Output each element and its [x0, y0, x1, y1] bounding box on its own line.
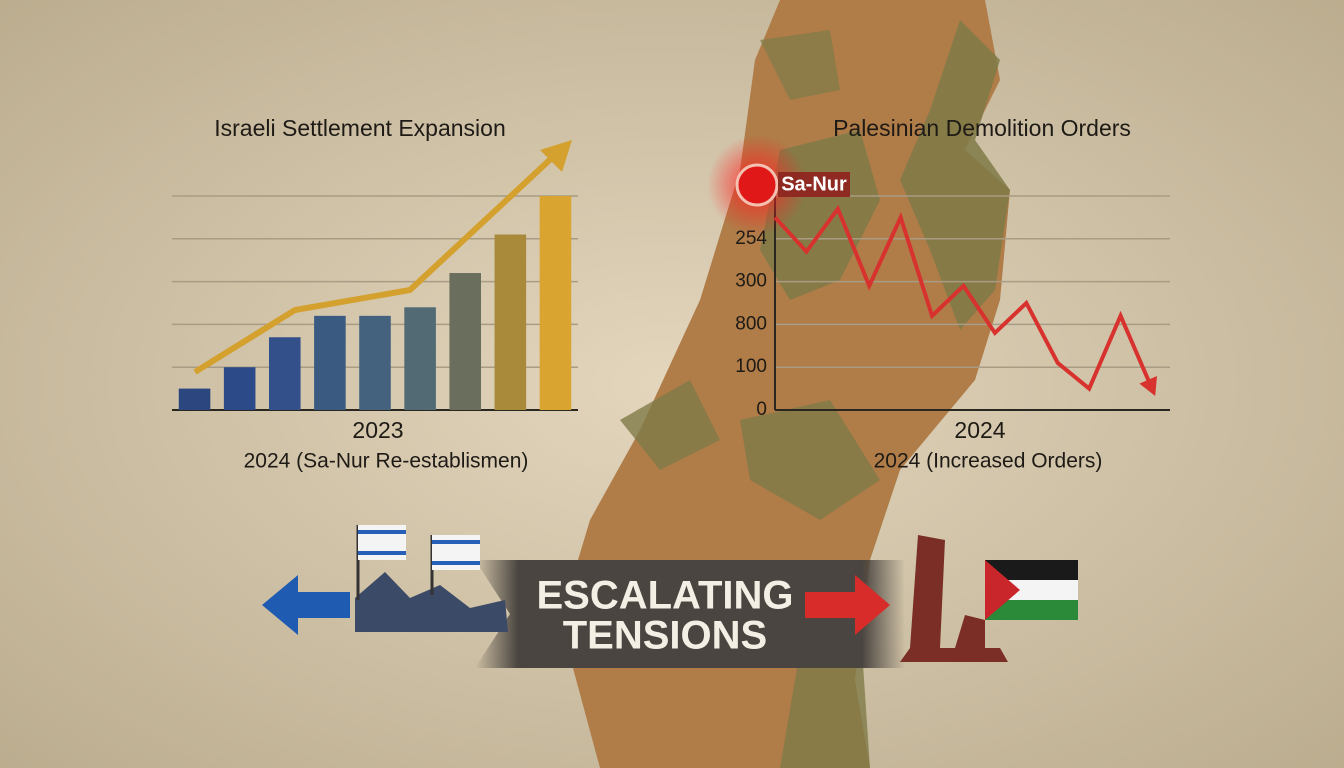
- y-tick-label: 100: [735, 356, 767, 377]
- trend-arrow: [540, 140, 572, 172]
- chart-title: Israeli Settlement Expansion: [214, 115, 506, 141]
- x-label: 2024 (Sa-Nur Re-establismen): [244, 450, 529, 473]
- y-tick-label: 800: [735, 313, 767, 334]
- line-series: [773, 204, 1154, 392]
- rubble: [900, 535, 1008, 662]
- flag-stripe: [985, 560, 1078, 580]
- bar: [314, 315, 346, 410]
- houses: [355, 572, 508, 632]
- chart-title: Palesinian Demolition Orders: [833, 115, 1131, 141]
- bar: [178, 388, 211, 410]
- trend-line: [193, 152, 558, 375]
- right-arrow: [805, 575, 890, 635]
- x-label: 2024 (Increased Orders): [874, 450, 1103, 473]
- flag-stripe: [432, 561, 480, 565]
- line-arrow: [1139, 376, 1158, 396]
- y-tick-label: 0: [756, 399, 767, 420]
- flag-stripe: [432, 540, 480, 544]
- x-label: 2024: [954, 417, 1005, 443]
- x-label: 2023: [352, 417, 403, 443]
- bar: [404, 307, 436, 410]
- location-dot: [735, 163, 779, 207]
- flag-triangle: [985, 560, 1020, 620]
- banner: ESCALATING TENSIONS: [262, 525, 1078, 668]
- flag-stripe: [358, 530, 406, 534]
- bar: [359, 315, 391, 410]
- flag-stripe: [358, 551, 406, 555]
- bar: [449, 273, 482, 410]
- banner-text: ESCALATING: [536, 574, 793, 618]
- label-box: [778, 172, 850, 197]
- bar: [223, 367, 256, 410]
- bar: [539, 196, 572, 410]
- y-tick-label: 300: [735, 271, 767, 292]
- bar: [268, 337, 301, 410]
- flag-stripe: [985, 600, 1078, 620]
- banner-text: TENSIONS: [563, 614, 767, 658]
- bar: [494, 234, 527, 410]
- left-arrow: [262, 575, 350, 635]
- marker-label: Sa-Nur: [781, 173, 847, 195]
